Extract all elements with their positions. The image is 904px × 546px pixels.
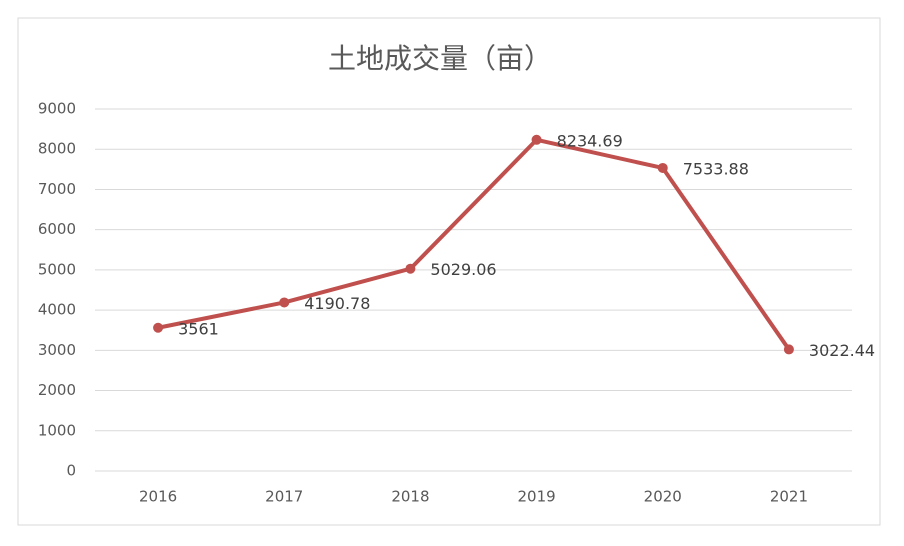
data-label: 5029.06 <box>430 260 496 279</box>
y-tick-label: 7000 <box>38 180 76 198</box>
data-point <box>783 344 794 355</box>
data-point <box>279 297 290 308</box>
y-tick-label: 6000 <box>38 220 76 238</box>
data-label: 3022.44 <box>809 341 875 360</box>
data-label: 7533.88 <box>683 159 749 178</box>
data-label: 3561 <box>178 319 219 338</box>
data-point <box>531 134 542 145</box>
y-tick-label: 5000 <box>38 260 76 278</box>
x-tick-label: 2019 <box>517 488 555 506</box>
x-tick-label: 2018 <box>391 488 429 506</box>
y-tick-label: 3000 <box>38 341 76 359</box>
y-tick-label: 8000 <box>38 140 76 158</box>
data-line <box>157 137 791 351</box>
y-tick-label: 1000 <box>38 421 76 439</box>
y-tick-label: 0 <box>66 462 76 480</box>
data-label: 4190.78 <box>304 294 370 313</box>
x-tick-label: 2016 <box>139 488 177 506</box>
y-tick-label: 4000 <box>38 301 76 319</box>
data-point <box>153 322 164 333</box>
x-tick-label: 2020 <box>644 488 682 506</box>
y-tick-label: 2000 <box>38 381 76 399</box>
data-point <box>405 263 416 274</box>
data-label: 8234.69 <box>557 131 623 150</box>
chart-title: 土地成交量（亩） <box>328 42 552 75</box>
x-tick-label: 2017 <box>265 488 303 506</box>
y-tick-label: 9000 <box>38 100 76 118</box>
x-tick-label: 2021 <box>770 488 808 506</box>
data-point <box>657 162 668 173</box>
